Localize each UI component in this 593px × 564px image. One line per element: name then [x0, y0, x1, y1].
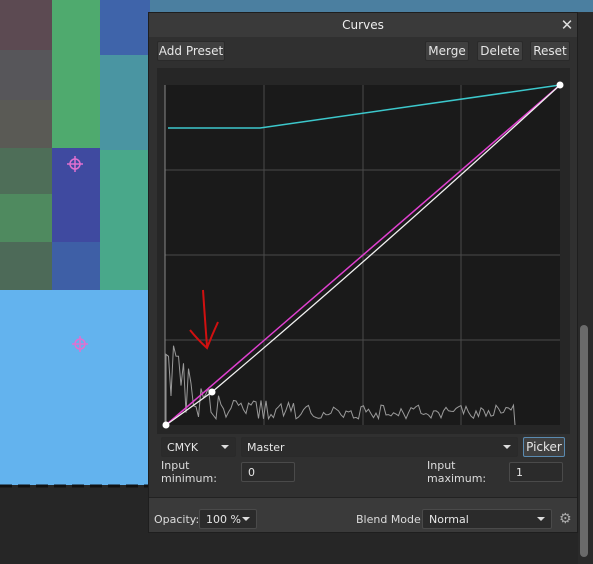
blend-mode-dropdown[interactable]: Normal — [422, 509, 552, 529]
canvas-pixel — [0, 194, 52, 242]
input-min-field[interactable]: 0 — [241, 462, 295, 482]
settings-icon[interactable]: ⚙ — [559, 511, 572, 527]
canvas-pixel — [0, 100, 52, 148]
delete-button[interactable]: Delete — [477, 41, 523, 61]
canvas-pixel — [52, 242, 100, 290]
blend-mode-label: Blend Mode: — [356, 512, 425, 526]
opacity-dropdown[interactable]: 100 % — [199, 509, 257, 529]
canvas-pixel — [52, 0, 100, 148]
canvas-pixel — [100, 0, 150, 55]
reset-button[interactable]: Reset — [530, 41, 570, 61]
input-min-label: Input minimum: — [161, 459, 217, 485]
canvas-pixel — [0, 50, 52, 100]
target-icon — [67, 156, 88, 352]
canvas-pixel — [100, 150, 150, 290]
picker-button[interactable]: Picker — [523, 437, 565, 457]
canvas-pixel — [0, 148, 52, 194]
scrollbar-thumb[interactable] — [580, 325, 588, 557]
dialog-title: Curves — [149, 13, 577, 37]
opacity-label: Opacity: — [154, 512, 200, 526]
input-max-field[interactable]: 1 — [509, 462, 563, 482]
canvas-pixel — [0, 242, 52, 290]
canvas-pixel — [100, 55, 150, 150]
add-preset-button[interactable]: Add Preset — [157, 41, 225, 61]
merge-button[interactable]: Merge — [425, 41, 469, 61]
canvas-pixel — [0, 0, 52, 50]
channel-dropdown[interactable]: Master — [241, 437, 518, 457]
curves-dialog: Curves ✕ Add Preset Merge Delete Reset C… — [148, 12, 578, 533]
color-space-dropdown[interactable]: CMYK — [161, 437, 236, 457]
close-button[interactable]: ✕ — [560, 16, 574, 34]
canvas-pixel — [150, 0, 593, 12]
input-max-label: Input maximum: — [427, 459, 487, 485]
canvas-pixel — [0, 290, 150, 485]
